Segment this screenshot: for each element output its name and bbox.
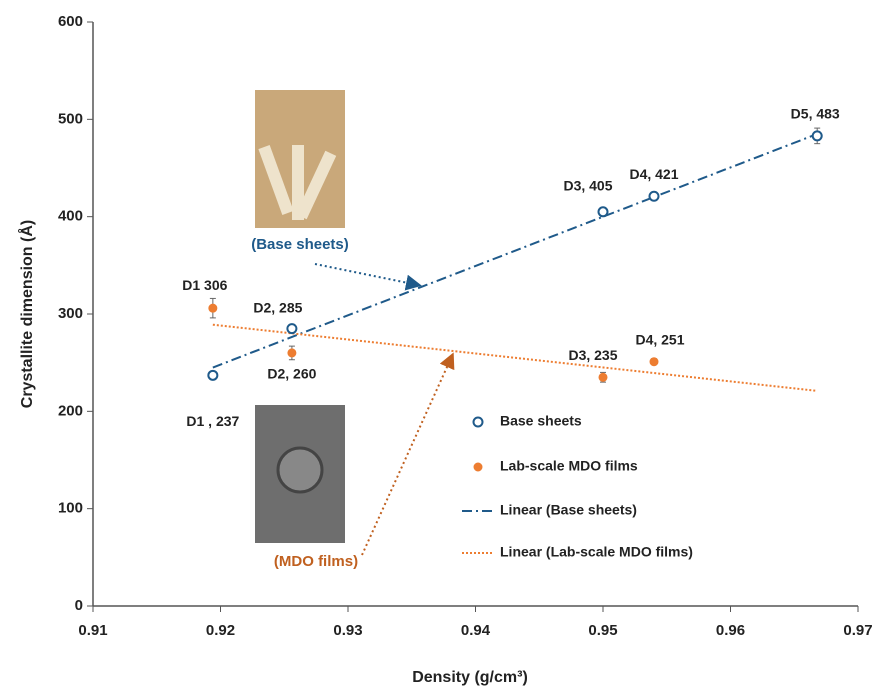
data-label: D2, 285 (253, 299, 302, 315)
annotation: (MDO films) (274, 553, 358, 570)
point (599, 207, 608, 216)
data-label: D1 306 (182, 277, 227, 293)
point (288, 349, 296, 357)
data-label: D4, 251 (635, 331, 684, 347)
y-tick-label: 100 (58, 500, 83, 517)
chart: (Base sheets) (MDO films) Density (g/cm³… (0, 0, 879, 690)
photo-detail (278, 448, 322, 492)
point (813, 131, 822, 140)
y-tick-label: 400 (58, 208, 83, 225)
point (208, 371, 217, 380)
annotation-arrow (362, 356, 452, 555)
data-label: D3, 405 (563, 178, 612, 194)
legend-label: Base sheets (500, 413, 582, 429)
legend-label: Linear (Lab-scale MDO films) (500, 544, 693, 560)
y-tick-label: 200 (58, 402, 83, 419)
point (650, 358, 658, 366)
y-tick-label: 300 (58, 305, 83, 322)
legend-marker (474, 418, 483, 427)
data-label: D4, 421 (629, 166, 678, 182)
point (650, 192, 659, 201)
legend-label: Lab-scale MDO films (500, 458, 638, 474)
data-label: D5, 483 (791, 106, 840, 122)
y-tick-label: 0 (75, 597, 83, 614)
x-axis-label: Density (g/cm³) (412, 669, 528, 686)
annotation: (Base sheets) (251, 236, 349, 253)
y-tick-label: 500 (58, 110, 83, 127)
x-tick-label: 0.97 (843, 622, 872, 639)
x-tick-label: 0.95 (588, 622, 617, 639)
y-tick-label: 600 (58, 13, 83, 30)
x-tick-label: 0.93 (333, 622, 362, 639)
point (287, 324, 296, 333)
point (209, 304, 217, 312)
legend-marker (474, 463, 482, 471)
data-label: D3, 235 (568, 347, 617, 363)
data-label: D2, 260 (267, 366, 316, 382)
annotation-arrow (315, 264, 418, 285)
x-tick-label: 0.92 (206, 622, 235, 639)
legend-label: Linear (Base sheets) (500, 502, 637, 518)
data-label: D1 , 237 (186, 413, 239, 429)
x-tick-label: 0.94 (461, 622, 491, 639)
y-axis-label: Crystallite dimension (Å) (17, 220, 36, 408)
point (599, 373, 607, 381)
x-tick-label: 0.91 (78, 622, 107, 639)
x-tick-label: 0.96 (716, 622, 745, 639)
